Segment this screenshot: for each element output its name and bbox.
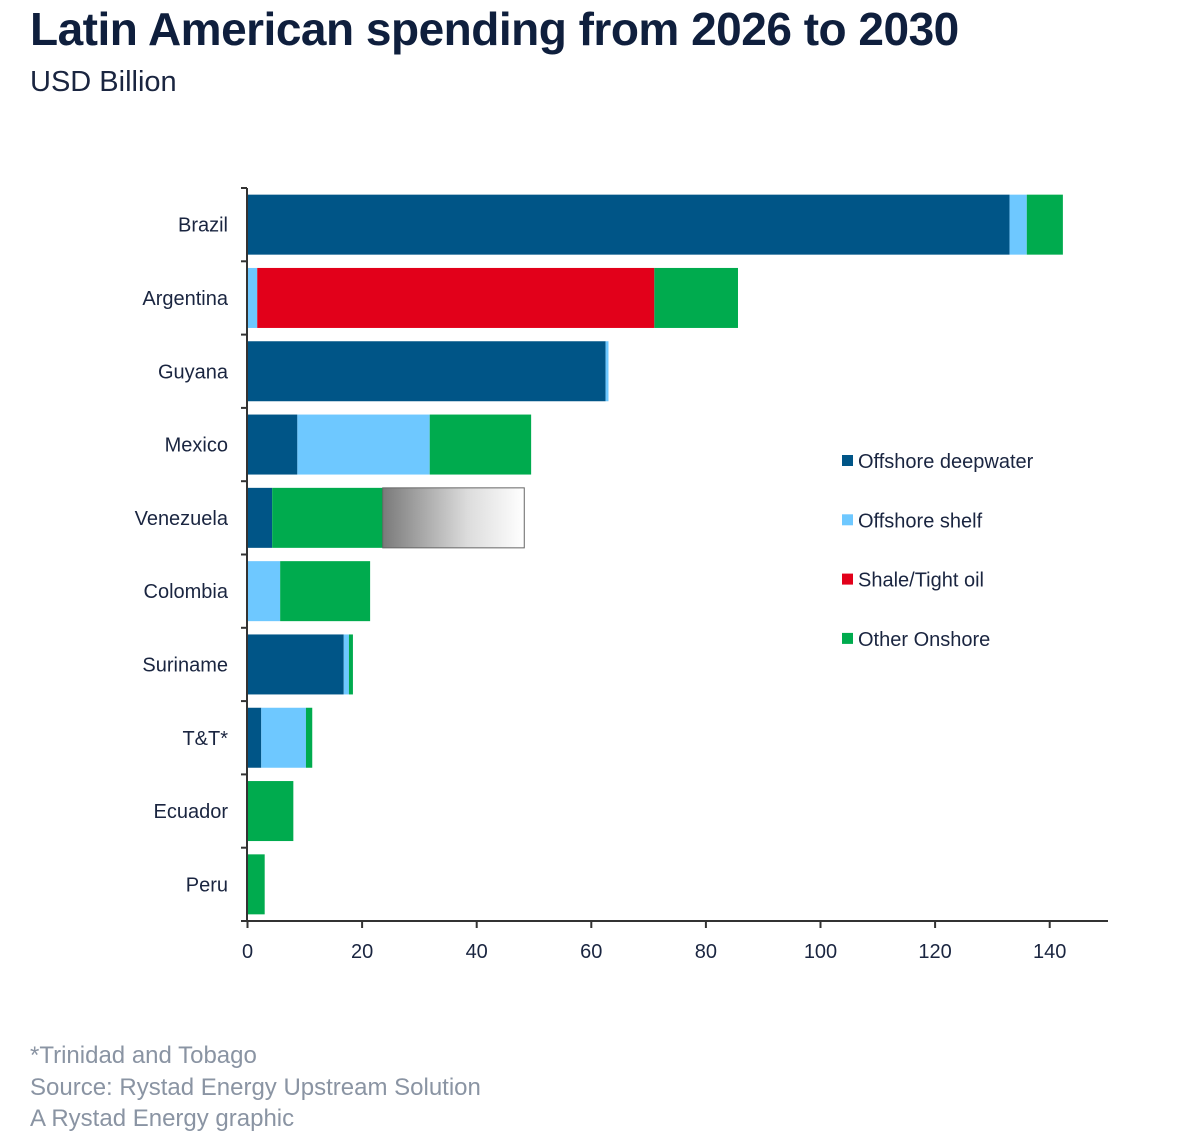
bar-segment <box>429 414 532 475</box>
footnote-credit: A Rystad Energy graphic <box>30 1105 295 1132</box>
legend-swatch <box>842 632 853 644</box>
bar-segment <box>297 414 430 475</box>
bar-segment <box>382 487 525 549</box>
bar-segment <box>247 854 265 915</box>
category-label: Peru <box>186 874 228 896</box>
x-tick-label: 0 <box>242 941 253 963</box>
x-tick-label: 60 <box>580 941 602 963</box>
bar-segment <box>247 341 606 402</box>
x-tick-label: 120 <box>918 941 951 963</box>
bar-segment <box>1026 194 1063 255</box>
legend-swatch <box>842 455 853 466</box>
legend-label: Other Onshore <box>858 629 990 651</box>
x-tick-label: 20 <box>351 941 373 963</box>
x-tick-label: 40 <box>466 941 488 963</box>
category-label: Ecuador <box>154 801 229 823</box>
footnote-source: Source: Rystad Energy Upstream Solution <box>30 1074 481 1101</box>
legend-label: Offshore shelf <box>858 510 983 532</box>
bar-segment <box>257 267 655 328</box>
bar-segment <box>247 414 298 475</box>
bar-segment <box>247 634 344 695</box>
category-label: Argentina <box>142 288 228 310</box>
legend-label: Offshore deepwater <box>858 451 1034 473</box>
chart-title: Latin American spending from 2026 to 203… <box>30 3 959 55</box>
footnote-tt: *Trinidad and Tobago <box>30 1042 257 1069</box>
bar-segment <box>247 561 281 622</box>
category-label: Suriname <box>142 654 228 676</box>
category-label: Guyana <box>158 361 229 383</box>
category-label: Colombia <box>144 581 229 603</box>
x-tick-label: 140 <box>1033 941 1066 963</box>
legend-swatch <box>842 573 853 585</box>
category-label: Venezuela <box>135 508 229 530</box>
bar-segment <box>247 707 262 768</box>
bar-segment <box>605 341 609 402</box>
bar-segment <box>247 267 258 328</box>
bar-segment <box>654 267 738 328</box>
bar-segment <box>343 634 349 695</box>
x-tick-label: 100 <box>804 941 837 963</box>
bar-segment <box>261 707 306 768</box>
category-label: T&T* <box>182 728 228 750</box>
category-label: Mexico <box>165 435 228 457</box>
legend-swatch <box>842 514 853 526</box>
x-tick-label: 80 <box>695 941 717 963</box>
bar-segment <box>247 781 294 842</box>
bar-segment <box>305 707 313 768</box>
bar-segment <box>272 487 383 548</box>
legend-label: Shale/Tight oil <box>858 570 984 592</box>
bar-segment <box>1009 194 1027 255</box>
bar-segment <box>348 634 353 695</box>
bar-segment <box>247 487 273 548</box>
bar-segment <box>247 194 1010 255</box>
bar-segment <box>280 561 371 622</box>
category-label: Brazil <box>178 215 228 237</box>
chart-subtitle: USD Billion <box>30 66 177 98</box>
